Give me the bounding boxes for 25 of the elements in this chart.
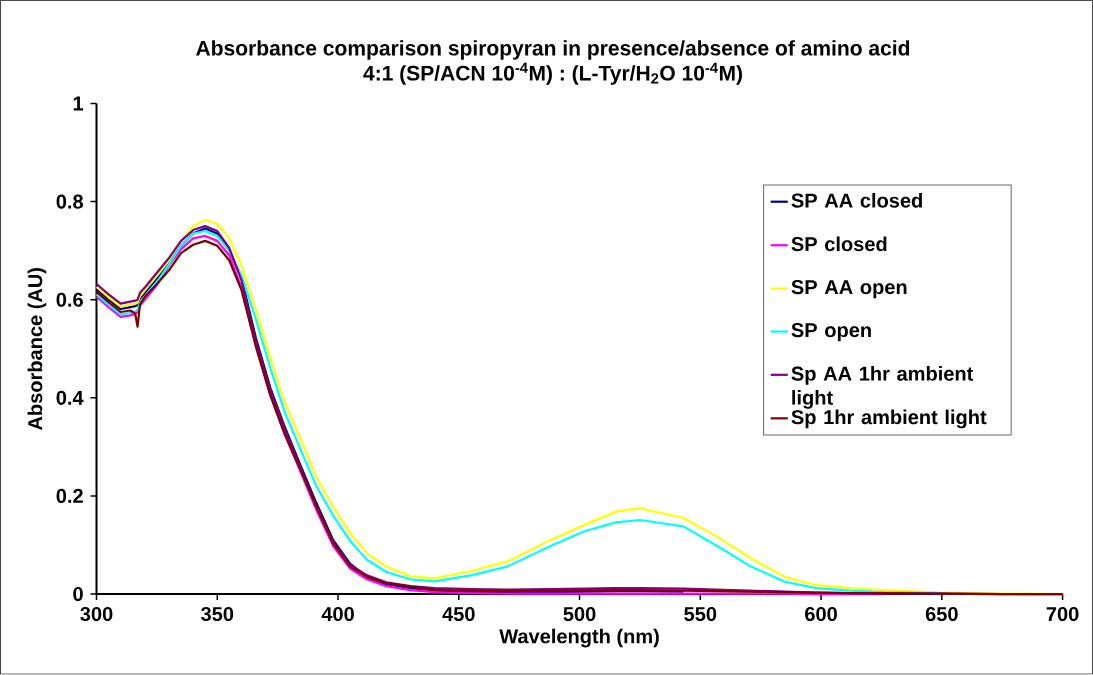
chart-subtitle: 4:1 (SP/ACN 10$^{-4}$M) : (L-Tyr/H$_{2}$O 10$^{-4}$M)	[363, 62, 742, 85]
legend-label: SP AA open	[791, 280, 907, 299]
y-tick-label: 0	[73, 587, 83, 602]
x-tick-label: 400	[321, 607, 354, 622]
legend-label: SP open	[791, 323, 871, 342]
legend-label: Sp 1hr ambient light	[791, 409, 987, 429]
legend-label: Sp AA 1hr ambient light	[791, 366, 974, 410]
x-tick-label: 350	[201, 607, 234, 622]
x-tick-label: 550	[684, 607, 717, 622]
legend-label: SP AA closed	[791, 193, 922, 208]
x-tick-label: 300	[80, 607, 113, 622]
x-tick-label: 600	[805, 607, 837, 622]
chart-title: Absorbance comparison spiropyran in presence/absence of amino acid	[196, 40, 910, 60]
y-tick-label: 1	[73, 96, 84, 111]
x-tick-label: 450	[442, 607, 475, 622]
x-axis-title: Wavelength (nm)	[499, 628, 659, 648]
x-tick-label: 650	[925, 607, 958, 622]
legend-label: SP closed	[791, 236, 887, 252]
y-tick-label: 0.4	[56, 390, 84, 406]
y-tick-label: 0.2	[56, 489, 83, 504]
x-tick-label: 700	[1046, 607, 1079, 622]
y-axis-title: Absorbance (AU)	[27, 268, 47, 431]
y-tick-label: 0.8	[56, 194, 84, 209]
y-tick-label: 0.6	[56, 292, 83, 308]
x-tick-label: 500	[563, 607, 596, 622]
